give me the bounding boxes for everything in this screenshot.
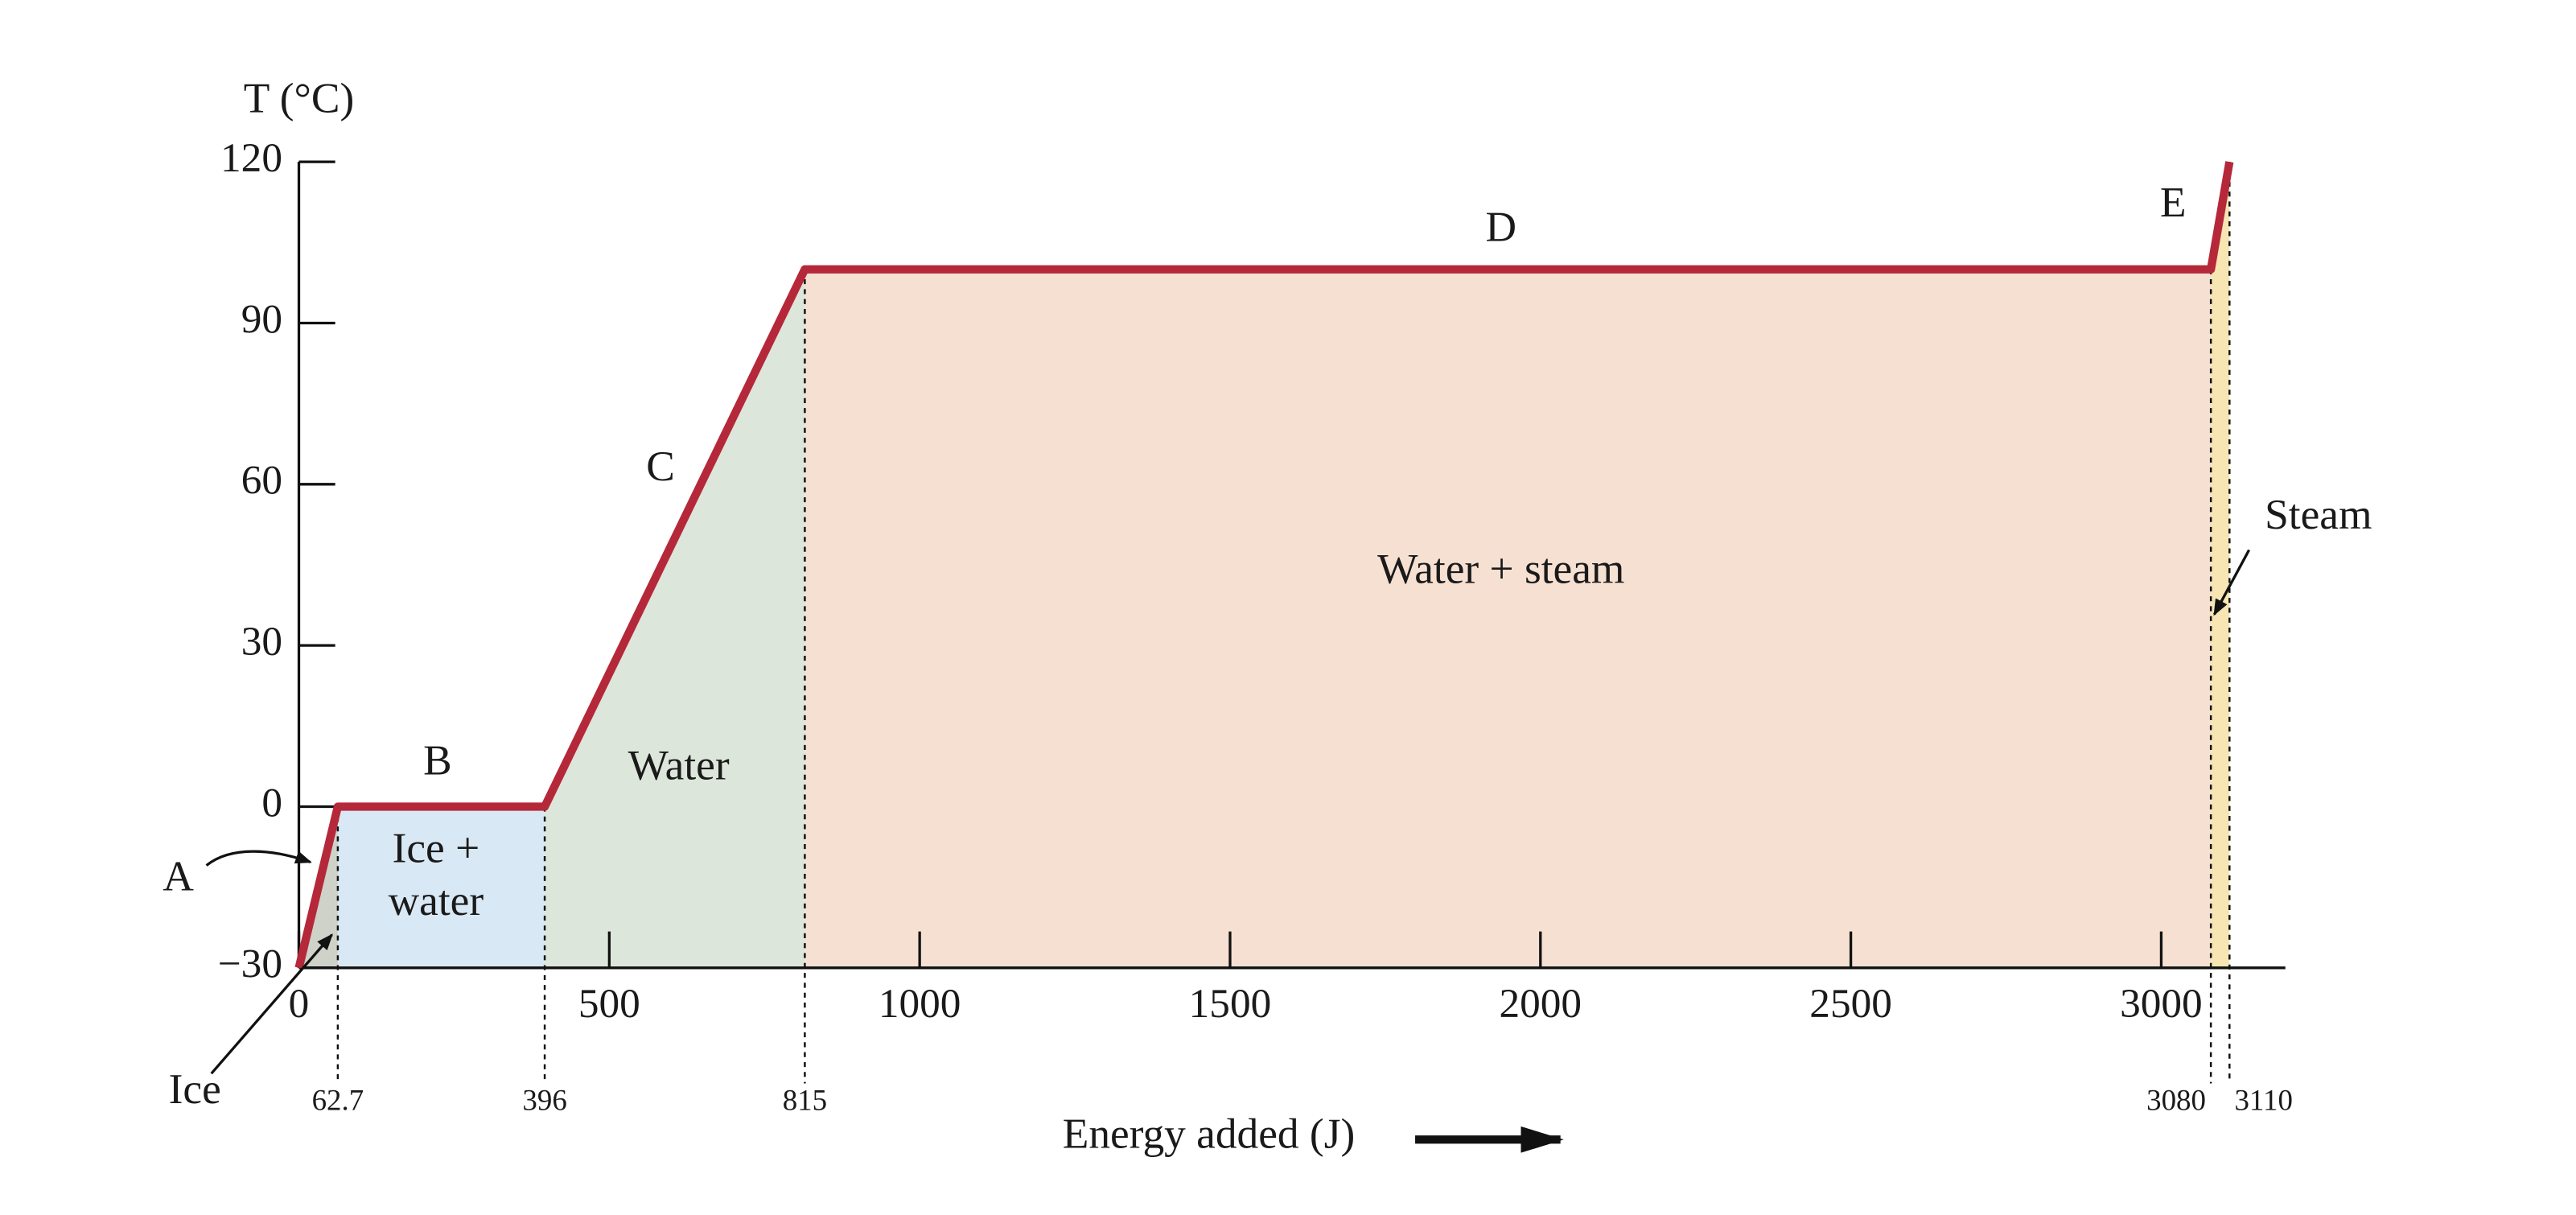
y-tick-label: 60	[241, 458, 282, 504]
energy-label: 815	[783, 1084, 827, 1117]
region	[2211, 162, 2230, 968]
curve-group	[294, 161, 2234, 970]
segment-label: A	[163, 851, 194, 900]
x-tick-label: 2000	[1499, 981, 1582, 1027]
region	[545, 269, 805, 968]
region-label-box: Ice + water	[388, 824, 484, 925]
y-axis-label: T (°C)	[244, 74, 354, 122]
heating-curve	[294, 161, 2234, 970]
x-tick-label: 3000	[2120, 981, 2203, 1027]
regions	[298, 162, 2230, 968]
y-tick-label: −30	[218, 941, 282, 987]
energy-label: 62.7	[312, 1084, 364, 1117]
y-tick-label: 0	[261, 780, 282, 826]
x-tick-label: 1500	[1189, 981, 1272, 1027]
segment-label: E	[2160, 178, 2187, 226]
energy-label: 3110	[2234, 1084, 2293, 1117]
dashed-lines	[336, 162, 2231, 1084]
region	[804, 269, 2212, 968]
x-tick-label: 2500	[1809, 981, 1892, 1027]
segment-label: B	[423, 736, 452, 785]
x-axis-label: Energy added (J)	[1063, 1109, 1356, 1157]
region-label: Ice + water	[388, 824, 484, 925]
energy-label: 3080	[2146, 1084, 2206, 1117]
region-label: Water	[628, 741, 730, 789]
y-tick-label: 120	[220, 135, 282, 181]
segment-label: C	[646, 442, 675, 490]
y-tick-label: 30	[241, 619, 282, 665]
energy-label: 396	[522, 1084, 566, 1117]
pointer-steam	[2213, 549, 2251, 616]
y-tick-label: 90	[241, 296, 282, 342]
x-tick-label: 0	[289, 981, 310, 1027]
pointer-a	[205, 850, 312, 867]
x-tick-label: 1000	[879, 981, 961, 1027]
x-tick-label: 500	[578, 981, 640, 1027]
segment-label: D	[1486, 203, 1517, 251]
pointer-ice	[210, 933, 333, 1075]
region-label: Steam	[2265, 490, 2372, 538]
region-label: Water + steam	[1377, 544, 1624, 592]
region	[337, 806, 545, 968]
